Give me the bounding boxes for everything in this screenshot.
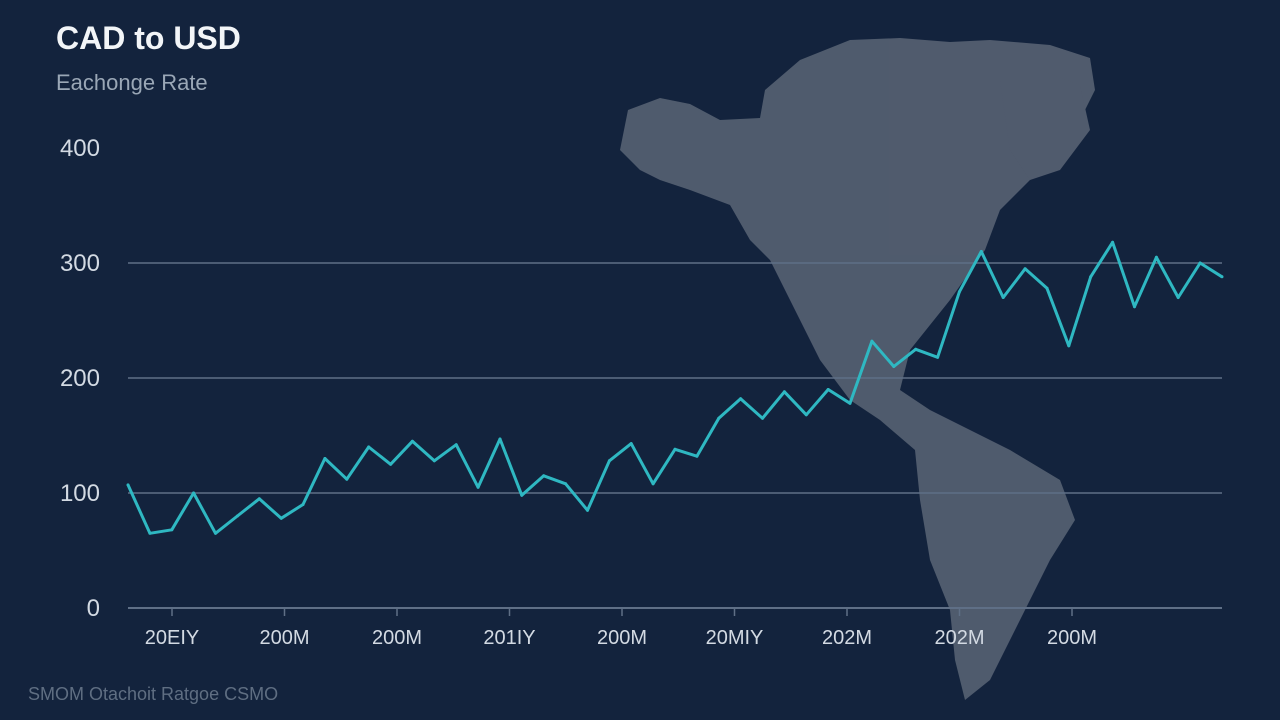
data-point	[389, 462, 393, 466]
chart-subtitle: Eachonge Rate	[56, 70, 208, 95]
data-point	[148, 531, 152, 535]
data-point	[957, 290, 961, 294]
data-point	[367, 445, 371, 449]
x-tick-label: 200M	[259, 627, 309, 649]
data-point	[1045, 286, 1049, 290]
data-point	[870, 339, 874, 343]
data-point	[476, 485, 480, 489]
chart-title: CAD to USD	[56, 20, 241, 56]
gridlines	[128, 262, 1222, 609]
y-axis-ticks: 0 100 200 300 400	[60, 135, 100, 622]
y-tick-label: 0	[87, 595, 100, 622]
data-point	[717, 416, 721, 420]
data-point	[826, 388, 830, 391]
data-point	[936, 355, 940, 359]
data-point	[1001, 296, 1005, 299]
data-point	[1220, 275, 1224, 279]
data-point	[761, 416, 764, 420]
data-point	[410, 439, 414, 443]
data-point	[1067, 344, 1071, 348]
data-point	[235, 514, 239, 518]
x-tick-label: 201IY	[483, 627, 535, 649]
data-point	[1133, 305, 1136, 309]
data-point	[323, 457, 327, 460]
data-point	[607, 459, 611, 463]
data-point	[345, 477, 349, 481]
x-tick-label: 200M	[597, 627, 647, 649]
data-point	[673, 447, 677, 451]
x-tick-label: 202M	[822, 627, 872, 649]
data-point	[1023, 267, 1027, 271]
data-point	[542, 474, 546, 478]
chart-footer: SMOM Otachoit Ratgoe CSMO	[28, 684, 279, 704]
data-point	[432, 459, 436, 463]
data-point	[170, 528, 174, 532]
x-tick-label: 202M	[934, 627, 984, 649]
data-point	[498, 437, 502, 441]
data-point	[1111, 240, 1115, 244]
data-point	[1089, 275, 1093, 279]
x-tick-label: 200M	[1047, 627, 1097, 649]
data-point	[979, 250, 983, 253]
data-point	[782, 390, 786, 394]
north-america-map	[620, 38, 1095, 700]
x-tick-label: 20MIY	[706, 627, 764, 649]
x-tick-label: 20EIY	[145, 627, 199, 649]
y-tick-label: 400	[60, 135, 100, 162]
data-point	[454, 443, 458, 447]
x-axis-ticks: 20EIY 200M 200M 201IY 200M 20MIY 202M 202M 200M	[145, 608, 1097, 649]
data-point	[520, 493, 524, 497]
data-point	[848, 401, 852, 405]
data-point	[1198, 261, 1202, 265]
data-point	[126, 483, 130, 487]
data-point	[192, 491, 196, 495]
data-point	[301, 503, 305, 506]
data-point	[257, 497, 261, 501]
data-point	[695, 454, 699, 458]
data-point	[1154, 255, 1158, 259]
data-point	[564, 482, 568, 486]
data-point	[586, 508, 589, 512]
series-line-group	[126, 240, 1224, 535]
x-tick-label: 200M	[372, 627, 422, 649]
data-point	[892, 365, 896, 368]
y-tick-label: 200	[60, 365, 100, 392]
data-point	[739, 397, 743, 401]
data-point	[651, 482, 655, 486]
data-point	[914, 347, 918, 351]
data-point	[629, 442, 633, 446]
data-point	[804, 413, 808, 417]
y-tick-label: 100	[60, 480, 100, 507]
data-point	[1176, 296, 1180, 299]
data-point	[214, 531, 217, 535]
y-tick-label: 300	[60, 250, 100, 277]
data-point	[279, 516, 283, 520]
